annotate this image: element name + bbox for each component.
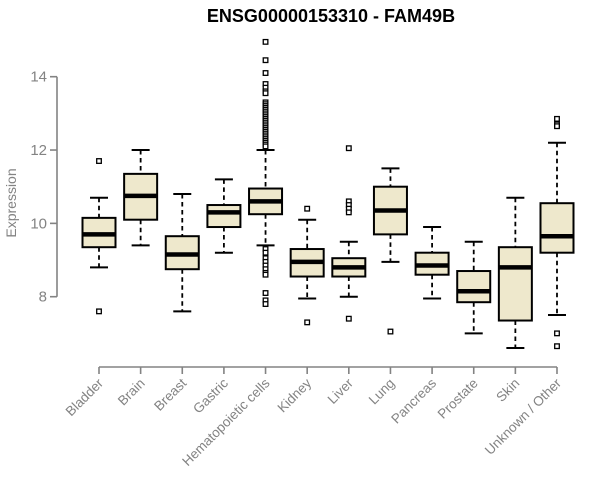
y-tick-label-12: 12 (30, 142, 47, 159)
box-unknown-other (539, 115, 575, 350)
x-tick-label-brain: Brain (115, 376, 148, 409)
box-hematopoietic-cells (248, 38, 284, 307)
y-tick-label-10: 10 (30, 215, 47, 232)
box-gastric (206, 178, 242, 254)
box-series (81, 38, 575, 350)
outlier-point (554, 330, 560, 337)
x-tick-label-pancreas: Pancreas (388, 375, 439, 426)
x-tick-label-gastric: Gastric (190, 375, 231, 416)
iqr-box (539, 202, 575, 254)
iqr-box (497, 246, 533, 322)
outlier-point (262, 38, 269, 45)
outlier-point (345, 145, 352, 152)
x-tick-label-prostate: Prostate (435, 376, 481, 422)
x-tick-label-lung: Lung (366, 376, 398, 408)
iqr-box (206, 204, 242, 229)
outlier-point (554, 115, 560, 122)
outlier-point (554, 123, 560, 130)
iqr-box (456, 270, 492, 304)
box-kidney (289, 205, 325, 326)
x-tick-label-unknown-other: Unknown / Other (482, 375, 565, 458)
outlier-point (262, 143, 269, 150)
outlier-point (262, 70, 269, 76)
outlier-point (554, 343, 560, 350)
outlier-point (262, 249, 269, 256)
box-breast (164, 193, 200, 313)
chart-title: ENSG00000153310 - FAM49B (207, 6, 455, 26)
x-tick-label-breast: Breast (151, 375, 189, 413)
outlier-point (96, 158, 102, 164)
y-tick-label-14: 14 (30, 69, 47, 86)
y-axis-label: Expression (3, 168, 19, 237)
outlier-point (304, 319, 311, 326)
x-tick-label-liver: Liver (325, 375, 357, 407)
y-tick-label-8: 8 (39, 289, 47, 306)
box-skin (497, 196, 533, 350)
outlier-point (262, 90, 269, 97)
outlier-point (262, 57, 269, 64)
y-axis: 8 10 12 14 (30, 69, 58, 306)
box-liver (331, 145, 367, 322)
outlier-point (304, 205, 311, 212)
outlier-point (262, 301, 269, 307)
box-brain (123, 149, 159, 247)
box-lung (372, 167, 408, 335)
outlier-point (345, 209, 352, 216)
x-tick-label-kidney: Kidney (275, 375, 315, 415)
x-tick-label-bladder: Bladder (63, 375, 107, 419)
box-pancreas (414, 226, 450, 300)
x-tick-label-skin: Skin (493, 376, 522, 405)
outlier-point (262, 271, 269, 278)
outlier-point (96, 308, 102, 315)
outlier-point (387, 328, 394, 335)
outlier-point (262, 290, 269, 296)
outlier-point (345, 315, 352, 322)
box-bladder (81, 158, 117, 315)
box-prostate (456, 240, 492, 335)
